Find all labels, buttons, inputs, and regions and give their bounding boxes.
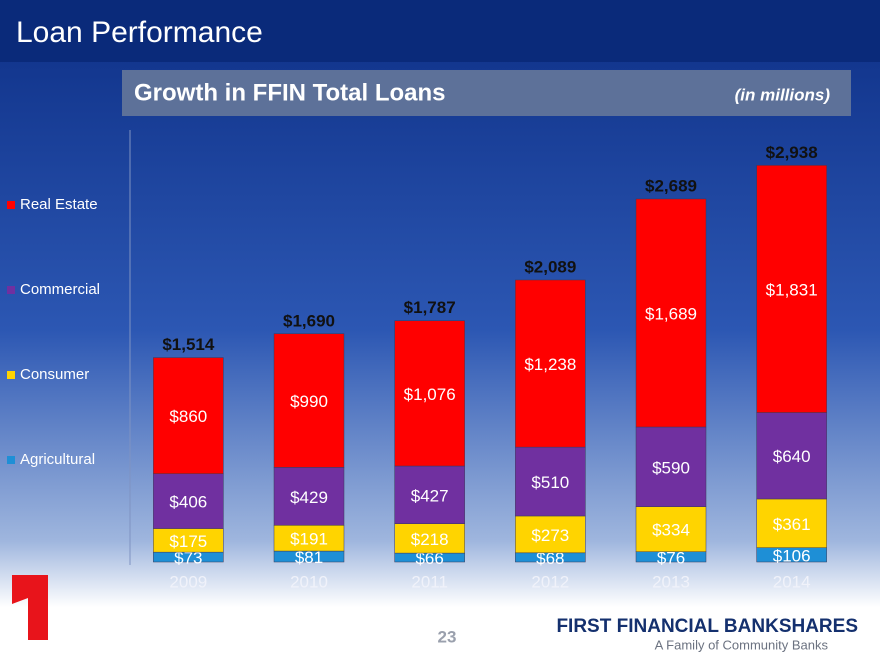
value-label: $66 [415,549,443,568]
bar-segment [515,279,586,448]
value-label: $218 [411,530,449,549]
value-label: $175 [169,532,207,551]
value-label: $1,076 [404,385,456,404]
value-label: $273 [531,526,569,545]
page-title: Loan Performance [16,16,263,49]
logo [12,575,48,640]
x-tick-label: 2011 [411,572,448,591]
bar-segment [153,357,224,474]
header-band [0,0,880,62]
total-label: $1,787 [404,298,456,317]
legend-marker [7,201,15,209]
total-label: $1,514 [162,335,215,354]
value-label: $81 [295,548,323,567]
total-label: $2,689 [645,176,697,195]
value-label: $406 [169,493,207,512]
bar-segment [635,198,707,428]
legend-label: Consumer [20,366,89,383]
bar-segment [635,506,707,552]
value-label: $76 [657,548,685,567]
value-label: $429 [290,488,328,507]
bar-segment [515,515,586,554]
bar-segment [756,165,827,413]
legend-marker [7,371,15,379]
x-tick-label: 2014 [773,572,811,591]
legend-label: Agricultural [20,451,95,468]
x-tick-label: 2010 [290,572,328,591]
bar-segment [515,446,586,517]
bar-segment [273,525,345,552]
bar-segment [394,523,465,554]
bar-segment [273,467,345,526]
value-label: $1,831 [766,280,818,299]
bar-segment [756,498,827,548]
bar-segment [394,465,465,524]
company-name: FIRST FINANCIAL BANKSHARES [556,616,858,637]
page-number: 23 [438,627,457,646]
legend-marker [7,456,15,464]
legend-label: Real Estate [20,196,98,213]
plot: $73$175 $406 $860 $1,514 2009 $81$191 $429 $990… [7,143,827,591]
chart-title-box [122,70,851,116]
bar-segment [394,320,465,467]
value-label: $1,689 [645,304,697,323]
value-label: $990 [290,392,328,411]
tagline: A Family of Community Banks [655,637,829,652]
x-tick-label: 2012 [531,572,569,591]
value-label: $1,238 [524,355,576,374]
value-label: $640 [773,447,811,466]
x-tick-label: 2009 [169,572,207,591]
value-label: $68 [536,549,564,568]
value-label: $510 [531,473,569,492]
bar-segment [273,333,345,468]
total-label: $1,690 [283,311,335,330]
value-label: $590 [652,458,690,477]
value-label: $427 [411,486,449,505]
value-label: $860 [169,407,207,426]
chart-subtitle: (in millions) [735,85,831,104]
value-label: $191 [290,530,328,549]
total-label: $2,089 [524,257,576,276]
value-label: $361 [773,515,811,534]
legend-label: Commercial [20,281,100,298]
legend-marker [7,286,15,294]
value-label: $106 [773,546,811,565]
x-tick-label: 2013 [652,572,690,591]
chart-title: Growth in FFIN Total Loans [134,79,446,106]
value-label: $334 [652,521,690,540]
bar-segment [153,473,224,529]
bar-segment [635,426,707,507]
total-label: $2,938 [766,143,818,162]
value-label: $73 [174,549,202,568]
